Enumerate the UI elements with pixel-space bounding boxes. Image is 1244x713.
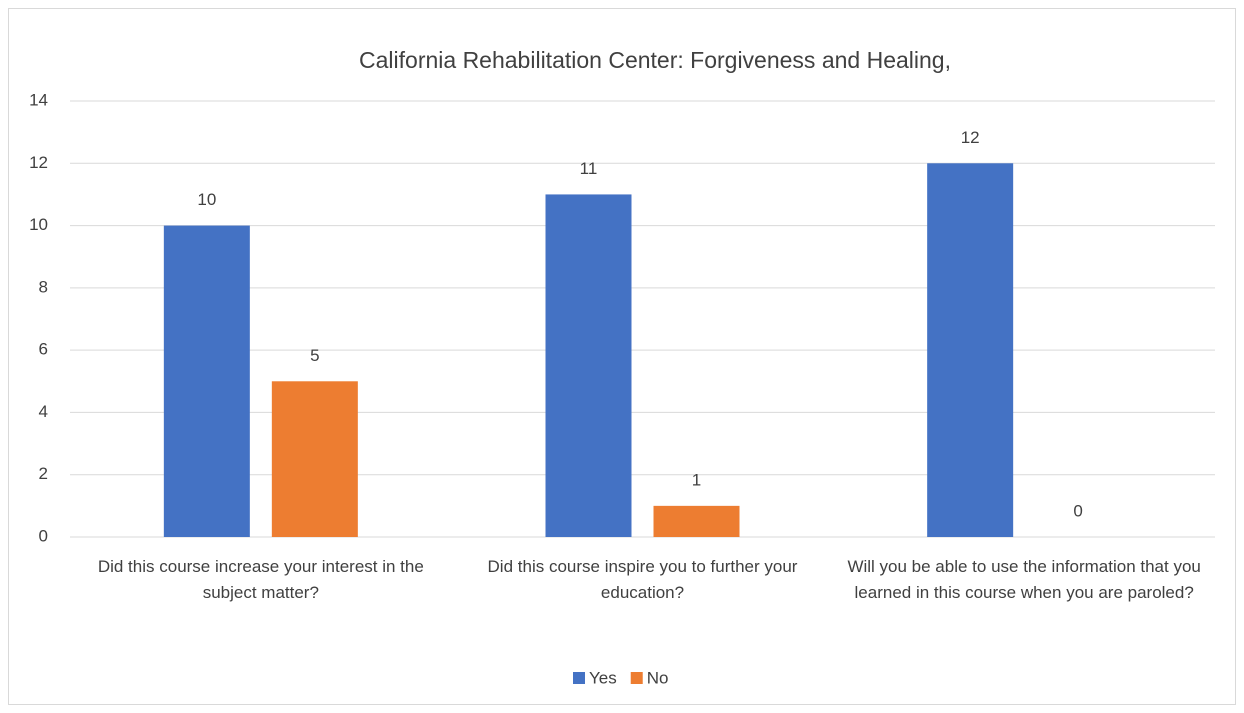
bar (653, 505, 740, 537)
legend-label: Yes (589, 668, 617, 687)
x-tick-label: Will you be able to use the information … (847, 557, 1201, 602)
x-tick-label: Did this course increase your interest i… (97, 557, 424, 602)
legend-swatch (630, 672, 643, 684)
legend-label: No (647, 668, 669, 687)
y-tick-label: 14 (29, 90, 48, 109)
y-tick-label: 8 (39, 277, 48, 296)
bar (163, 225, 250, 538)
data-label: 0 (1073, 501, 1082, 520)
y-tick-label: 4 (39, 402, 48, 421)
chart-title: California Rehabilitation Center: Forgiv… (359, 47, 951, 73)
y-tick-label: 10 (29, 215, 48, 234)
y-tick-label: 12 (29, 153, 48, 172)
y-tick-label: 2 (39, 464, 48, 483)
y-tick-label: 6 (39, 340, 48, 359)
data-label: 12 (961, 128, 980, 147)
x-tick-label: Did this course inspire you to further y… (487, 557, 798, 602)
bar (271, 381, 358, 537)
bar (545, 194, 632, 537)
data-label: 11 (580, 159, 598, 178)
y-tick-label: 0 (39, 526, 48, 545)
bar (927, 163, 1014, 538)
data-label: 5 (310, 346, 319, 365)
data-label: 1 (692, 470, 701, 489)
data-label: 10 (197, 190, 216, 209)
legend-swatch (573, 672, 585, 684)
